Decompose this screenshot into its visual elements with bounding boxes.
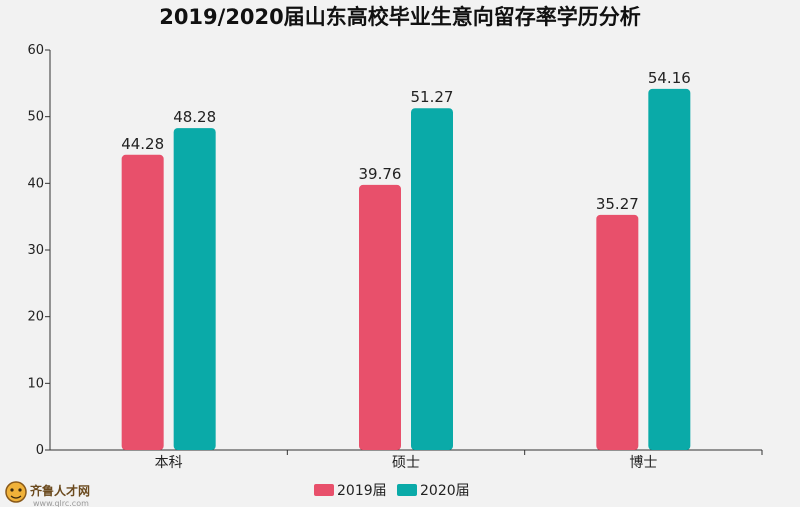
bar bbox=[121, 154, 164, 451]
y-tick-label: 60 bbox=[27, 43, 44, 58]
legend-swatch bbox=[314, 484, 334, 496]
bar bbox=[411, 108, 453, 450]
bar-value-label: 51.27 bbox=[411, 88, 454, 106]
legend-label: 2020届 bbox=[420, 483, 470, 499]
legend-label: 2019届 bbox=[337, 483, 387, 499]
y-tick-label: 10 bbox=[27, 376, 44, 391]
axes: 0 10 20 30 40 50 60 本科 硕士 博士 bbox=[27, 43, 763, 471]
bar-value-label: 44.28 bbox=[121, 135, 164, 153]
bar-value-label: 39.76 bbox=[359, 165, 402, 183]
chart-title: 2019/2020届山东高校毕业生意向留存率学历分析 bbox=[159, 5, 641, 29]
bar-value-label: 54.16 bbox=[648, 69, 691, 87]
y-tick-label: 0 bbox=[36, 443, 44, 458]
legend-swatch bbox=[397, 484, 417, 496]
x-category-label: 硕士 bbox=[392, 455, 420, 471]
bar-value-label: 48.28 bbox=[173, 108, 216, 126]
bars bbox=[121, 88, 691, 451]
bar bbox=[359, 184, 401, 450]
bar bbox=[173, 128, 216, 450]
legend: 2019届 2020届 bbox=[314, 483, 470, 499]
x-category-label: 本科 bbox=[155, 455, 183, 471]
bar bbox=[648, 88, 691, 450]
bar bbox=[596, 214, 639, 450]
mascot-logo-icon bbox=[5, 481, 27, 503]
y-tick-label: 40 bbox=[27, 176, 44, 191]
watermark-name: 齐鲁人才网 bbox=[30, 483, 90, 498]
y-tick-label: 20 bbox=[27, 310, 44, 325]
data-labels: 44.28 48.28 39.76 51.27 35.27 54.16 bbox=[121, 69, 691, 213]
y-tick-label: 30 bbox=[27, 243, 44, 258]
x-category-label: 博士 bbox=[629, 454, 657, 471]
y-tick-label: 50 bbox=[27, 110, 44, 125]
watermark-url: www.qlrc.com bbox=[33, 499, 89, 507]
watermark: 齐鲁人才网 www.qlrc.com bbox=[5, 481, 90, 507]
bar-value-label: 35.27 bbox=[596, 195, 639, 213]
